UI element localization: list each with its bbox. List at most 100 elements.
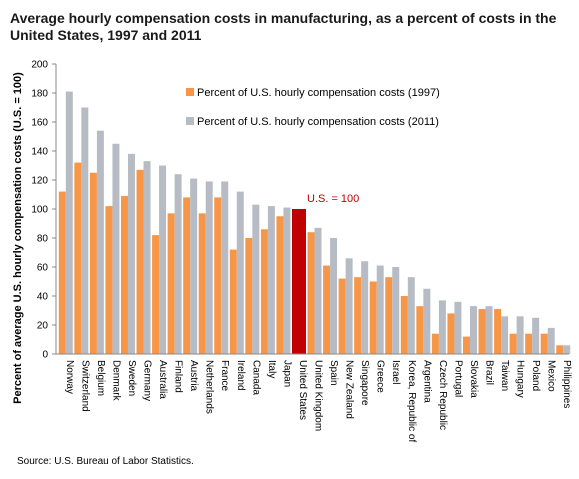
x-tick-label: Poland	[530, 360, 541, 391]
bar-2011	[112, 143, 120, 354]
bar-2011	[485, 306, 493, 354]
x-tick-label: Slovakia	[468, 360, 479, 398]
legend: Percent of U.S. hourly compensation cost…	[186, 87, 440, 128]
bar-1997	[260, 229, 268, 354]
x-tick-label: Greece	[375, 360, 386, 393]
bar-1997	[105, 206, 113, 354]
x-tick-label: Canada	[250, 360, 261, 395]
bar-1997	[214, 197, 222, 354]
bar-2011	[314, 227, 322, 354]
bar-1997	[431, 333, 439, 354]
bar-1997	[136, 169, 144, 354]
x-tick-label: France	[219, 360, 230, 392]
x-tick-label: Czech Republic	[437, 360, 448, 430]
bar-1997	[198, 213, 206, 354]
bar-2011	[501, 316, 509, 354]
bar-2011	[516, 316, 524, 354]
bar-1997	[447, 313, 455, 354]
y-axis-title: Percent of average U.S. hourly compensat…	[12, 72, 24, 404]
x-tick-label: Spain	[328, 360, 339, 386]
bar-2011	[127, 153, 135, 354]
bar-1997	[354, 277, 362, 354]
x-tick-label: Sweden	[126, 360, 137, 396]
x-tick-label: Ireland	[235, 360, 246, 391]
bar-1997	[525, 333, 533, 354]
y-tick-label: 20	[37, 321, 49, 332]
x-tick-label: Taiwan	[499, 360, 510, 391]
us-annotation: U.S. = 100	[307, 193, 359, 205]
x-tick-label: Germany	[142, 360, 153, 401]
bar-2011	[345, 258, 353, 354]
bar-1997	[338, 278, 346, 354]
x-tick-label: Korea, Republic of	[406, 360, 417, 442]
x-tick-label: Israel	[390, 360, 401, 384]
y-tick-label: 200	[31, 60, 48, 71]
bar-2011	[547, 327, 555, 354]
x-tick-label: Italy	[266, 360, 277, 378]
bar-2011	[143, 161, 151, 354]
bar-1997	[167, 213, 175, 354]
x-tick-label: Hungary	[515, 360, 526, 398]
bar-2011	[159, 165, 167, 354]
legend-label: Percent of U.S. hourly compensation cost…	[197, 116, 439, 128]
legend-swatch	[186, 88, 194, 96]
bar-1997	[74, 162, 82, 354]
bar-2011	[252, 204, 260, 354]
bar-1997	[462, 336, 470, 354]
bar-1997	[369, 281, 377, 354]
y-axis: 0 20 40 60 80 100 120 140 160 180 200	[31, 60, 57, 361]
bar-1997	[556, 345, 564, 354]
bar-1997	[183, 197, 191, 354]
bar-2011	[407, 277, 415, 354]
x-axis: Norway Switzerland Belgium Denmark Sweden Ger…	[56, 353, 572, 442]
y-tick-label: 0	[42, 350, 48, 361]
chart-title: Average hourly compensation costs in man…	[10, 10, 557, 43]
x-tick-label: Switzerland	[79, 360, 90, 412]
legend-swatch	[186, 117, 194, 125]
bars	[58, 91, 571, 355]
bar-2011	[96, 130, 104, 354]
bar-1997	[229, 249, 237, 354]
bar-2011	[376, 265, 384, 354]
y-tick-label: 160	[31, 118, 48, 129]
x-tick-label: Philippines	[561, 360, 572, 408]
bar-2011	[454, 301, 462, 354]
x-tick-label: Singapore	[359, 360, 370, 406]
bar-1997	[307, 232, 315, 354]
bar-2011	[469, 306, 477, 354]
bar-2011	[361, 261, 369, 354]
y-tick-label: 120	[31, 176, 48, 187]
bar-1997	[509, 333, 517, 354]
bar-2011	[205, 181, 213, 354]
y-tick-label: 100	[31, 205, 48, 216]
bar-2011	[283, 207, 291, 354]
x-tick-label: Portugal	[452, 360, 463, 397]
bar-1997	[478, 309, 486, 354]
bar-1997	[89, 172, 97, 354]
x-tick-label: Norway	[64, 360, 75, 394]
x-tick-label: Mexico	[546, 360, 557, 392]
bar-1997	[416, 306, 424, 354]
y-tick-label: 60	[37, 263, 49, 274]
bar-2011	[65, 91, 73, 355]
x-tick-label: United States	[297, 360, 308, 420]
legend-label: Percent of U.S. hourly compensation cost…	[197, 87, 440, 99]
x-tick-label: Netherlands	[204, 360, 215, 414]
bar-1997	[400, 296, 408, 354]
bar-2011	[563, 345, 571, 354]
x-tick-label: Australia	[157, 360, 168, 399]
bar-1997	[540, 333, 548, 354]
bar-2011	[330, 238, 338, 354]
x-tick-label: Finland	[173, 360, 184, 393]
bar-1997	[120, 195, 128, 354]
y-tick-label: 80	[37, 234, 49, 245]
bar-1997	[385, 277, 393, 354]
bar-2011	[267, 206, 275, 354]
bar-2011	[190, 178, 198, 354]
x-tick-label: Denmark	[110, 360, 121, 402]
bar-1997	[152, 235, 160, 354]
x-tick-label: United Kingdom	[313, 360, 324, 431]
bar-2011	[532, 317, 540, 354]
bar-1997	[494, 309, 502, 354]
